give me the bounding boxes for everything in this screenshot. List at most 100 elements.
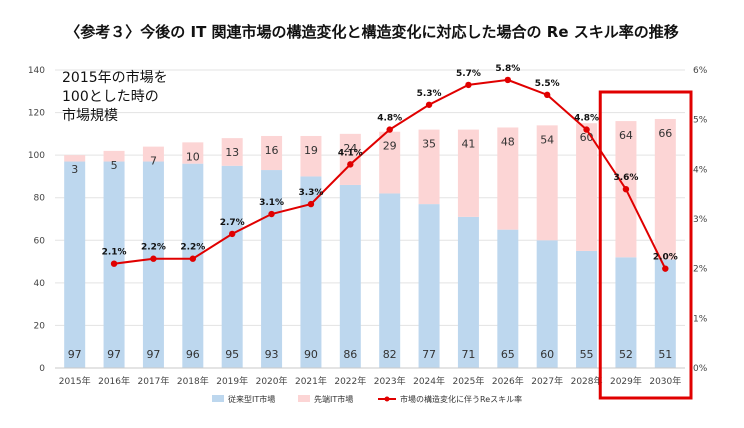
- bar-label-traditional-it: 52: [619, 348, 633, 361]
- reskill-rate-label: 5.7%: [456, 69, 481, 79]
- reskill-rate-point: [307, 200, 315, 208]
- reskill-rate-point: [465, 81, 472, 89]
- line-series: 2.1% 2.2% 2.2% 2.7% 3.1% 3.3% 4.1% 4.8% 5.3% 5.7%…: [102, 64, 678, 272]
- bar-label-traditional-it: 55: [580, 348, 594, 361]
- bar-label-advanced-it: 3: [71, 163, 78, 176]
- bar-advanced-it: [221, 138, 243, 166]
- bar-label-traditional-it: 97: [107, 348, 121, 361]
- bar-label-traditional-it: 82: [383, 348, 397, 361]
- bar-label-traditional-it: 90: [304, 348, 318, 361]
- bar-label-advanced-it: 29: [383, 140, 397, 153]
- annotation-line-1: 2015年の市場を: [62, 69, 168, 86]
- bar-traditional-it: [536, 240, 558, 368]
- y-left-tick-label: 120: [28, 109, 45, 119]
- bar-label-traditional-it: 60: [540, 348, 554, 361]
- reskill-rate-point: [268, 210, 275, 218]
- reskill-rate-label: 5.8%: [495, 64, 520, 74]
- bar-label-advanced-it: 54: [540, 133, 554, 146]
- bar-label-traditional-it: 96: [186, 348, 200, 361]
- bar-traditional-it: [497, 229, 519, 368]
- bar-advanced-it: [142, 146, 164, 162]
- x-tick-label: 2029年: [610, 375, 642, 387]
- bar-traditional-it: [261, 170, 283, 368]
- bar-traditional-it: [379, 193, 401, 368]
- x-tick-label: 2030年: [649, 375, 681, 387]
- x-tick-label: 2021年: [295, 375, 327, 387]
- annotation-line-3: 市場規模: [62, 107, 118, 124]
- bar-advanced-it: [379, 131, 401, 194]
- reskill-rate-label: 5.5%: [535, 79, 560, 89]
- bar-traditional-it: [457, 216, 479, 368]
- bar-traditional-it: [300, 176, 322, 368]
- reskill-rate-label: 5.3%: [417, 89, 442, 99]
- x-tick-label: 2017年: [137, 375, 169, 387]
- bar-label-advanced-it: 48: [501, 135, 515, 148]
- reskill-rate-point: [347, 161, 354, 168]
- bar-label-advanced-it: 64: [619, 129, 633, 142]
- x-tick-label: 2026年: [492, 375, 524, 387]
- reskill-rate-point: [228, 230, 236, 238]
- x-tick-label: 2027年: [531, 375, 563, 387]
- x-tick-label: 2015年: [59, 375, 91, 387]
- x-tick-label: 2024年: [413, 375, 445, 387]
- reskill-rate-label: 2.1%: [102, 248, 127, 258]
- bar-traditional-it: [576, 250, 598, 368]
- highlight-box: [598, 90, 693, 400]
- bar-label-advanced-it: 10: [186, 150, 200, 163]
- bar-label-advanced-it: 35: [422, 138, 436, 151]
- axes: 0 20 40 60 80 100 120 140 0% 1% 2% 3% 4% 5% 6% 2015年 201…: [28, 66, 708, 387]
- reskill-rate-point: [189, 255, 197, 262]
- bar-advanced-it: [536, 125, 558, 241]
- x-tick-label: 2028年: [571, 375, 603, 387]
- legend-label-traditional-it: 従来型IT市場: [228, 394, 275, 404]
- reskill-rate-label: 2.2%: [180, 243, 205, 253]
- x-tick-label: 2016年: [98, 375, 130, 387]
- x-tick-label: 2022年: [334, 375, 366, 387]
- x-tick-label: 2025年: [452, 375, 484, 387]
- x-tick-label: 2019年: [216, 375, 248, 387]
- bar-advanced-it: [261, 135, 283, 171]
- bar-traditional-it: [339, 184, 361, 368]
- market-size-annotation: 2015年の市場を 100とした時の 市場規模: [62, 69, 168, 124]
- y-right-tick-label: 4%: [693, 165, 708, 175]
- bar-label-traditional-it: 97: [68, 348, 82, 361]
- reskill-rate-point: [504, 76, 512, 84]
- bar-label-advanced-it: 16: [265, 144, 279, 157]
- bar-advanced-it: [418, 129, 440, 205]
- bar-traditional-it: [418, 204, 440, 368]
- bar-label-advanced-it: 19: [304, 144, 318, 157]
- bar-advanced-it: [182, 142, 204, 164]
- reskill-rate-point: [110, 260, 118, 267]
- bar-label-traditional-it: 65: [501, 348, 515, 361]
- legend: 従来型IT市場 先端IT市場 市場の構造変化に伴うReスキル率: [212, 394, 522, 404]
- bar-traditional-it: [64, 161, 86, 368]
- reskill-rate-point: [425, 101, 433, 108]
- legend-label-reskill-rate: 市場の構造変化に伴うReスキル率: [400, 394, 522, 404]
- reskill-rate-label: 4.8%: [574, 114, 599, 124]
- reskill-rate-label: 2.0%: [653, 253, 678, 263]
- bar-advanced-it: [457, 129, 479, 217]
- bar-label-traditional-it: 95: [225, 348, 239, 361]
- reskill-rate-label: 2.7%: [220, 218, 245, 228]
- bar-series: 97 3 97 5 97 7 96 10 95 13 93 16 90 19 86 24 82 29 77 35 71 4…: [64, 118, 676, 368]
- x-tick-label: 2020年: [256, 375, 288, 387]
- bar-label-traditional-it: 77: [422, 348, 436, 361]
- bar-label-traditional-it: 93: [265, 348, 279, 361]
- y-left-tick-label: 60: [34, 236, 46, 246]
- y-right-tick-label: 0%: [693, 364, 708, 374]
- legend-label-advanced-it: 先端IT市場: [314, 394, 353, 404]
- y-left-tick-label: 0: [39, 364, 45, 374]
- y-left-tick-label: 40: [34, 279, 46, 289]
- bar-advanced-it: [576, 123, 598, 251]
- y-right-tick-label: 2%: [693, 265, 708, 275]
- reskill-rate-point: [622, 186, 630, 193]
- y-left-tick-label: 100: [28, 151, 45, 161]
- bar-advanced-it: [339, 133, 361, 185]
- reskill-rate-point: [386, 126, 393, 133]
- reskill-rate-label: 3.3%: [298, 188, 323, 198]
- bar-traditional-it: [182, 163, 204, 368]
- reskill-rate-label: 4.1%: [338, 148, 363, 158]
- bar-advanced-it: [103, 150, 125, 162]
